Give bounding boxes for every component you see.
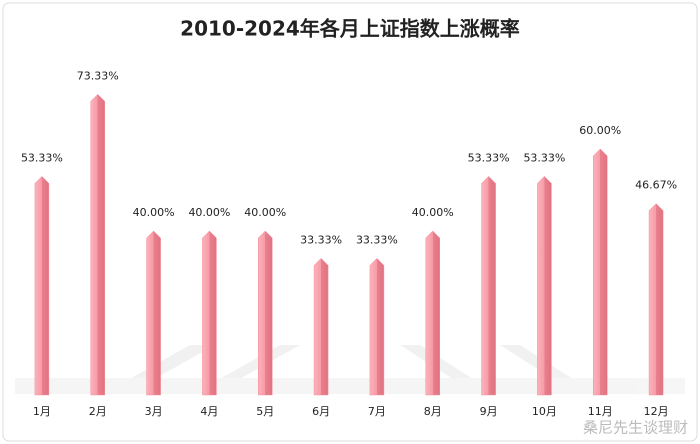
bar <box>425 230 440 396</box>
data-label: 40.00% <box>133 206 175 219</box>
bar <box>481 175 496 396</box>
bar <box>146 230 161 396</box>
x-tick-label: 7月 <box>368 405 386 418</box>
bar <box>313 257 329 396</box>
data-label: 53.33% <box>468 151 510 164</box>
data-label: 33.33% <box>356 233 398 246</box>
data-label: 73.33% <box>77 69 119 82</box>
bar <box>258 230 273 396</box>
x-tick-label: 11月 <box>588 405 613 418</box>
data-label: 53.33% <box>523 151 565 164</box>
x-tick-label: 6月 <box>312 405 330 418</box>
data-label: 60.00% <box>579 124 621 137</box>
x-tick-label: 9月 <box>480 405 498 418</box>
data-label: 40.00% <box>244 206 286 219</box>
x-tick-label: 2月 <box>89 405 107 418</box>
bar <box>537 175 552 396</box>
chart-title: 2010-2024年各月上证指数上涨概率 <box>180 17 520 41</box>
data-label: 40.00% <box>412 206 454 219</box>
x-tick-label: 8月 <box>424 405 442 418</box>
x-tick-label: 3月 <box>145 405 163 418</box>
bar <box>34 175 50 396</box>
x-tick-label: 5月 <box>256 405 274 418</box>
watermark: 桑尼先生谈理财 <box>583 419 688 437</box>
x-tick-label: 1月 <box>33 405 51 418</box>
x-tick-label: 12月 <box>644 405 669 418</box>
bar <box>593 148 608 396</box>
data-label: 40.00% <box>188 206 230 219</box>
data-label: 46.67% <box>635 179 677 192</box>
x-tick-label: 4月 <box>200 405 218 418</box>
bar <box>202 230 217 396</box>
bar <box>90 93 105 396</box>
data-label: 33.33% <box>300 233 342 246</box>
bar <box>648 203 664 396</box>
bar <box>369 257 385 396</box>
x-tick-label: 10月 <box>532 405 557 418</box>
data-label: 53.33% <box>21 151 63 164</box>
